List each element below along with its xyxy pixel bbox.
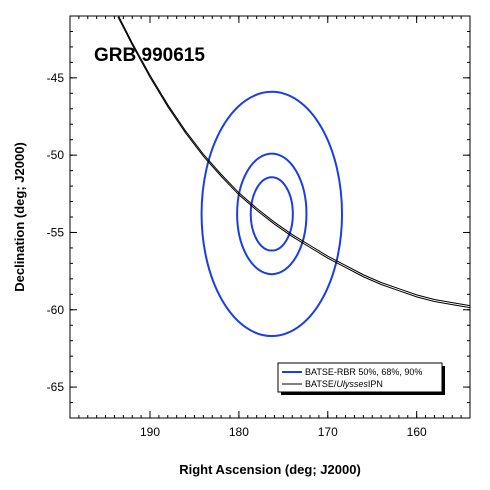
y-tick-label: -60 (47, 303, 65, 317)
legend-shadow (442, 366, 445, 395)
plot-frame (69, 15, 471, 419)
chart-title: GRB 990615 (94, 45, 205, 66)
legend-label-ipn-post: IPN (368, 379, 383, 389)
batse-rbr-contour (200, 90, 343, 338)
y-tick-label: -55 (47, 225, 65, 239)
legend-box (277, 362, 443, 393)
ipn-annulus-edge (117, 16, 470, 309)
legend-label-ipn-italic: Ulysses (336, 379, 368, 389)
y-axis-ticks: -45 -50 -55 -60 -65 (47, 71, 470, 394)
legend-label-ipn-arc: BATSE/UlyssesIPN (305, 379, 383, 389)
x-tick-label: 180 (229, 425, 249, 439)
y-tick-label: -45 (47, 71, 65, 85)
legend: BATSE-RBR 50%, 68%, 90% BATSE/UlyssesIPN (277, 362, 445, 395)
legend-shadow (281, 392, 445, 395)
ipn-annulus-edge (117, 16, 470, 307)
y-tick-label: -65 (47, 380, 65, 394)
x-tick-label: 170 (318, 425, 338, 439)
plot-area (117, 16, 470, 338)
x-axis-title: Right Ascension (deg; J2000) (179, 462, 361, 477)
y-tick-label: -50 (47, 148, 65, 162)
x-axis-ticks: 190 180 170 160 (140, 16, 427, 439)
legend-label-contours: BATSE-RBR 50%, 68%, 90% (305, 367, 422, 377)
x-tick-label: 190 (140, 425, 160, 439)
batse-rbr-contour (236, 152, 308, 276)
batse-rbr-contour (249, 176, 294, 252)
y-axis-title: Declination (deg; J2000) (12, 142, 27, 292)
legend-label-ipn-pre: BATSE/ (305, 379, 337, 389)
x-tick-label: 160 (407, 425, 427, 439)
